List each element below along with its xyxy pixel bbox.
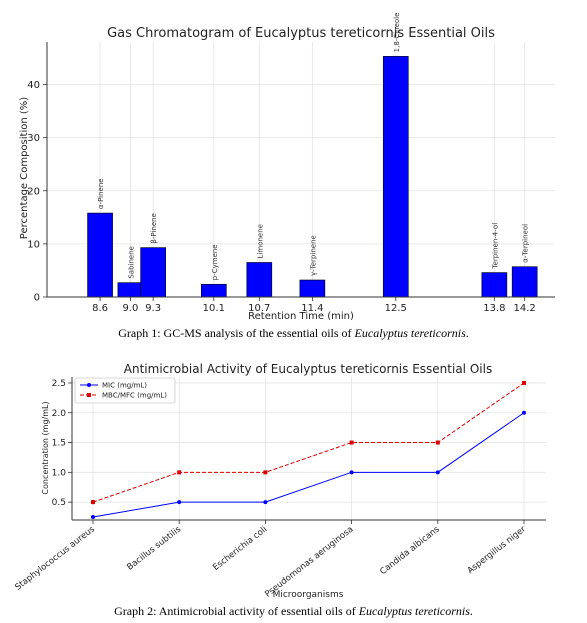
chart2-y-tick-label: 1.0: [52, 468, 67, 478]
chart2-grid: [72, 377, 546, 520]
chart2-point-mbc: [522, 380, 526, 385]
antimicrobial-line-chart: Antimicrobial Activity of Eucalyptus ter…: [13, 362, 546, 600]
graph2-caption-suffix: .: [469, 604, 473, 618]
chart2-point-mic: [349, 470, 354, 475]
chart2-xlabel: Microorganisms: [273, 590, 344, 600]
chart1-bar-label: Sabinene: [127, 246, 135, 279]
chart2-legend-label: MBC/MFC (mg/mL): [102, 392, 167, 400]
chart2-series-line: [92, 382, 525, 503]
graph2-caption: Graph 2: Antimicrobial activity of essen…: [0, 604, 587, 619]
chart1-xlabel: Retention Time (min): [248, 311, 354, 320]
chart2-point-mic: [263, 500, 268, 505]
chart1-x-tick-label: 8.6: [92, 303, 108, 314]
chart1-bar-label: Terpinen-4-ol: [491, 223, 499, 270]
chart1-bar: [200, 283, 227, 298]
chart1-bar: [87, 212, 113, 298]
chart1-bar-label: α-Pinene: [97, 178, 105, 209]
chart2-x-tick-label: Pseudomonas aeruginosa: [263, 524, 355, 599]
chart1-bar-label: γ-Terpinene: [309, 235, 317, 276]
chart1-x-tick-label: 13.8: [483, 303, 505, 314]
chart1-x-tick-label: 9.0: [122, 303, 138, 314]
chart2-point-mic: [177, 500, 182, 505]
chart2-y-tick-label: 1.5: [52, 439, 66, 449]
chart2-point-mbc: [177, 470, 182, 475]
chart1-x-tick-label: 12.5: [385, 303, 407, 314]
chart1-bar: [140, 247, 166, 298]
chart2-y-ticks: 0.5 1.0 1.5 2.0 2.5: [52, 379, 72, 508]
chart1-y-ticks: 0 10 20 30 40: [27, 80, 47, 304]
graph2-caption-species: Eucalyptus tereticornis: [358, 604, 470, 618]
chart1-bar: [481, 272, 508, 298]
chart1-x-tick-label: 10.7: [248, 303, 270, 314]
chart2-x-tick-label: Candida albicans: [378, 524, 442, 577]
chart2-x-tick-label: Escherichia coli: [211, 524, 269, 572]
chart1-y-tick-label: 10: [27, 239, 40, 250]
chart2-y-tick-label: 2.0: [52, 409, 67, 419]
chart2-legend-marker: [87, 383, 91, 387]
chart1-bars: [87, 56, 538, 298]
chart2-x-tick-label: Bacillus subtilis: [125, 524, 183, 572]
chart2-legend-label: MIC (mg/mL): [102, 382, 147, 390]
chart2-point-mic: [435, 470, 440, 475]
chart1-ylabel: Percentage Composition (%): [19, 97, 30, 239]
chart2-point-mbc: [263, 470, 268, 475]
chart1-x-tick-label: 11.4: [301, 303, 323, 314]
chart1-title: Gas Chromatogram of Eucalyptus tereticor…: [107, 26, 495, 41]
chart1-y-tick-label: 30: [27, 133, 40, 144]
chart1-bar-label: Limonene: [256, 224, 264, 258]
graph2-caption-prefix: Graph 2: Antimicrobial activity of essen…: [114, 604, 359, 618]
chart2-y-tick-label: 0.5: [52, 498, 66, 508]
chart2-point-mic: [522, 410, 526, 415]
chart2-series-line: [92, 412, 525, 518]
chart1-x-tick-label: 14.2: [514, 303, 536, 314]
chart1-bar-label: p-Cymene: [211, 244, 219, 280]
chart1-y-tick-label: 20: [27, 186, 40, 197]
chart2-y-tick-label: 2.5: [52, 379, 66, 389]
chart1-y-tick-label: 0: [34, 293, 40, 304]
chart2-x-ticks: Staphylococcus aureus Bacillus subtilis Es…: [13, 520, 528, 600]
gc-ms-bar-chart: Gas Chromatogram of Eucalyptus tereticor…: [19, 13, 555, 320]
chart2-axes: [71, 377, 546, 521]
chart1-bar-label: α-Terpineol: [522, 224, 530, 263]
chart1-bar-label: β-Pinene: [150, 213, 158, 244]
chart1-grid: [47, 42, 555, 298]
chart1-bar: [117, 282, 144, 298]
chart2-x-tick-label: Staphylococcus aureus: [13, 524, 97, 593]
chart2-legend-box: [74, 377, 176, 404]
chart1-x-tick-label: 10.1: [203, 303, 225, 314]
chart2-point-mbc: [349, 440, 354, 445]
graph1-caption: Graph 1: GC-MS analysis of the essential…: [0, 326, 587, 341]
chart2-ylabel: Concentration (mg/mL): [41, 401, 50, 494]
chart1-bar-label: 1,8-Cineole: [393, 13, 401, 53]
chart1-axes: [46, 42, 555, 298]
chart1-bar-labels: α-Pinene Sabinene β-Pinene p-Cymene Limonene…: [97, 13, 530, 281]
chart2-legend: MIC (mg/mL) MBC/MFC (mg/mL): [74, 377, 176, 404]
graph1-caption-species: Eucalyptus tereticornis: [354, 326, 466, 340]
chart2-legend-marker: [87, 393, 91, 397]
chart1-x-ticks: 8.6 9.0 9.3 10.1 10.7 11.4 12.5 13.8 14.2: [92, 297, 536, 314]
chart2-point-mic: [91, 515, 95, 520]
chart1-x-tick-label: 9.3: [145, 303, 161, 314]
chart1-bar: [511, 266, 538, 298]
chart1-bar: [382, 56, 409, 298]
chart2-title: Antimicrobial Activity of Eucalyptus ter…: [124, 362, 492, 376]
chart2-x-tick-label: Aspergillus niger: [466, 524, 529, 576]
graph1-caption-suffix: .: [465, 326, 469, 340]
chart2-point-mbc: [91, 500, 95, 505]
chart2-lines: [91, 380, 526, 520]
chart1-y-tick-label: 40: [27, 80, 40, 91]
chart1-bar: [299, 279, 326, 298]
chart2-point-mbc: [435, 440, 440, 445]
chart1-bar: [246, 262, 273, 298]
graph1-caption-prefix: Graph 1: GC-MS analysis of the essential…: [118, 326, 355, 340]
